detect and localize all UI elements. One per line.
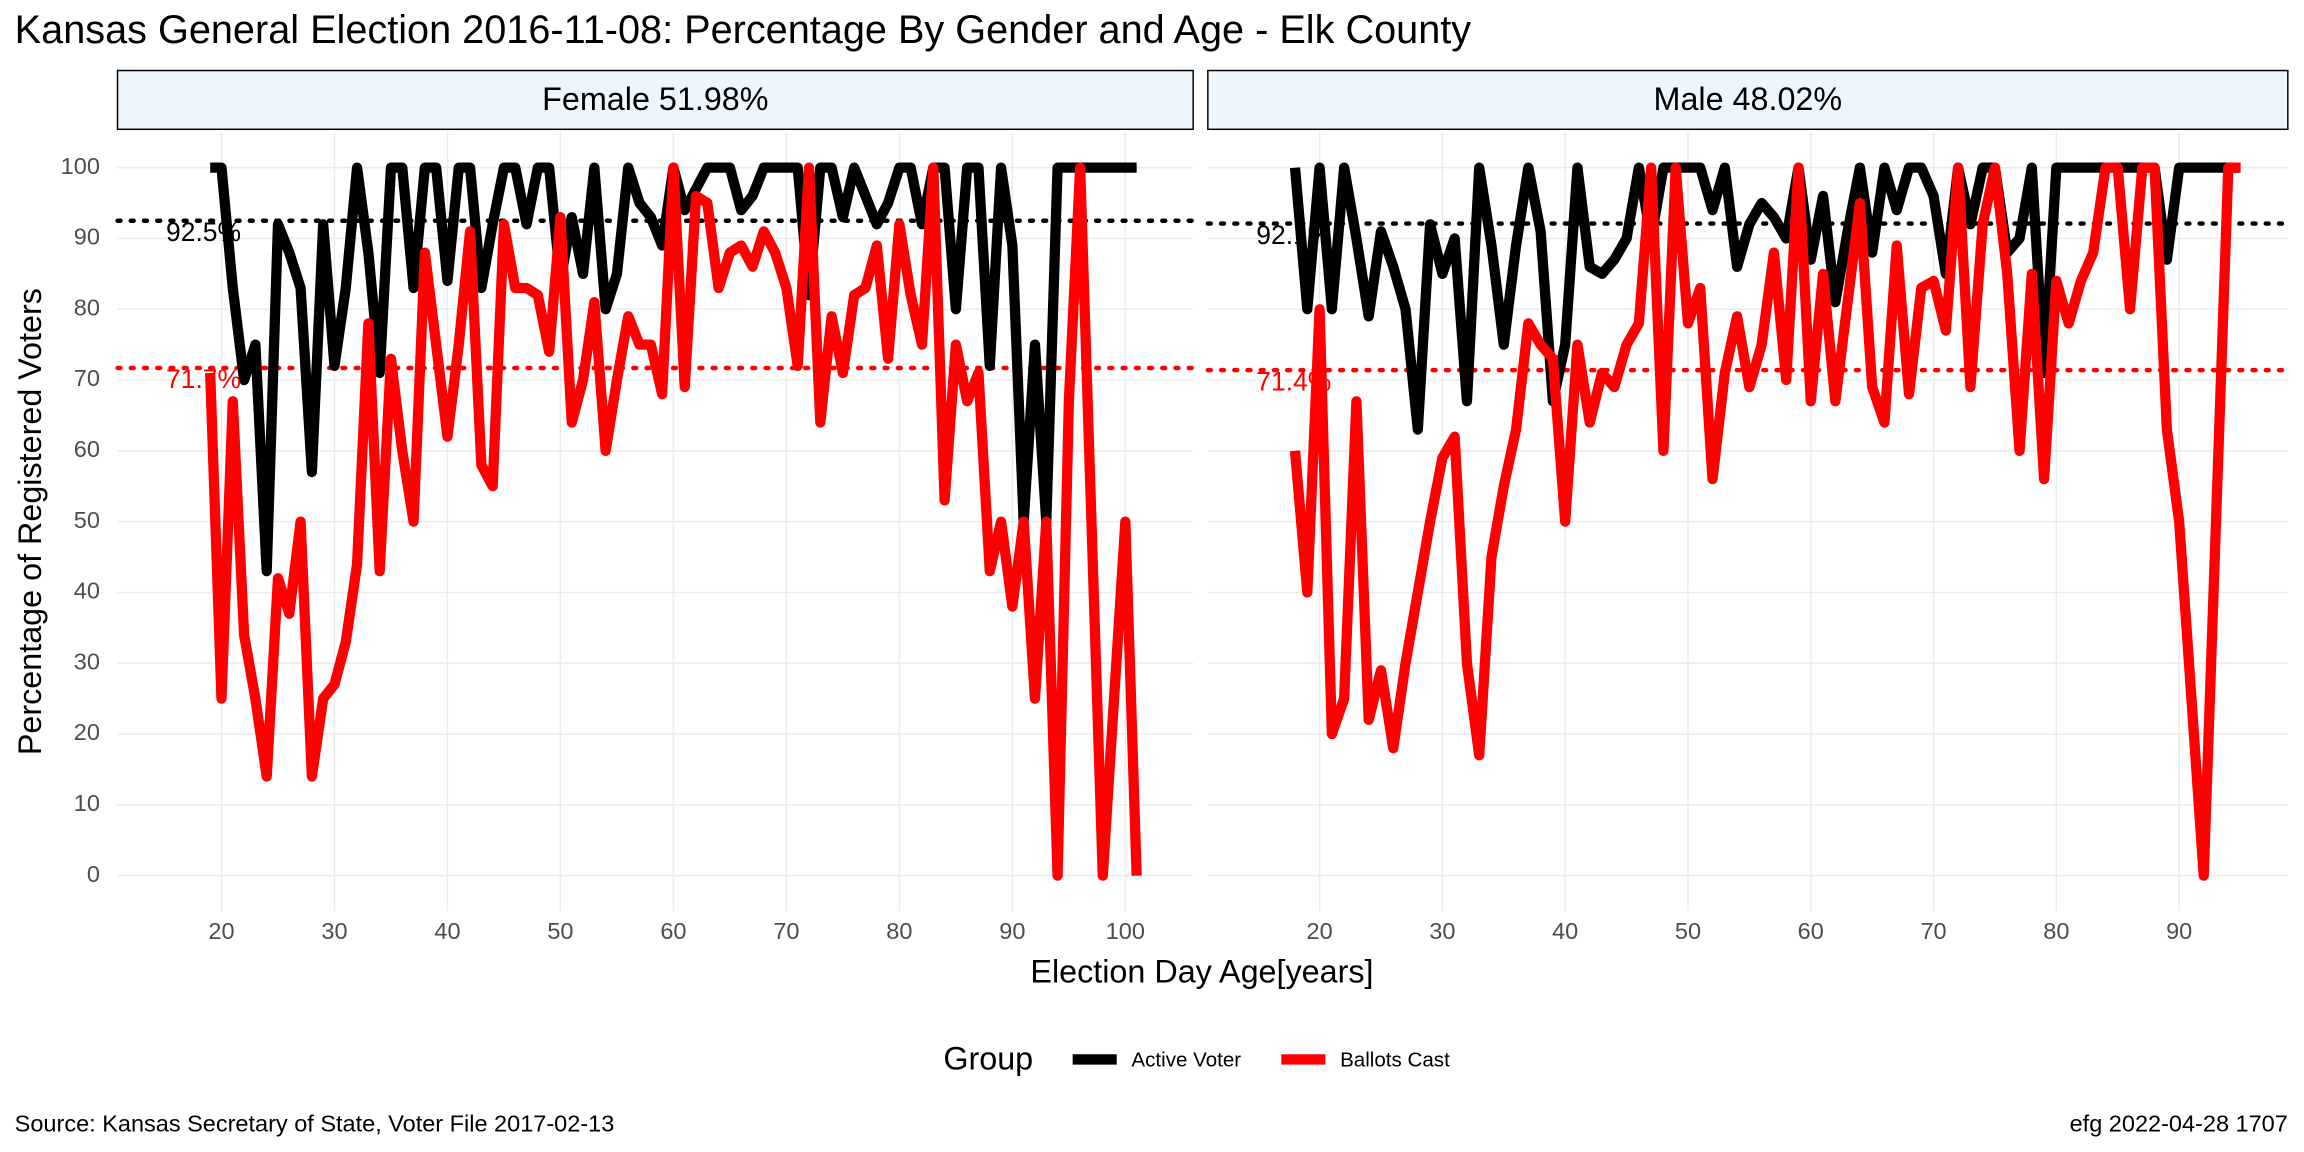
x-tick-label: 90 bbox=[999, 918, 1025, 944]
reference-label: 92.1% bbox=[1256, 220, 1331, 250]
y-axis-label: Percentage of Registered Voters bbox=[12, 288, 48, 755]
x-tick-label: 70 bbox=[1920, 918, 1946, 944]
series-line bbox=[1289, 162, 2241, 435]
panel-title: Male 48.02% bbox=[1654, 81, 1843, 117]
x-axis-label: Election Day Age[years] bbox=[1030, 954, 1373, 990]
reference-label: 71.4% bbox=[1256, 366, 1331, 396]
x-tick-label: 80 bbox=[886, 918, 912, 944]
y-tick-label: 100 bbox=[61, 153, 100, 179]
y-tick-label: 50 bbox=[74, 507, 100, 533]
y-tick-label: 30 bbox=[74, 648, 100, 674]
x-tick-label: 30 bbox=[1429, 918, 1455, 944]
reference-label: 92.5% bbox=[166, 217, 241, 247]
x-tick-label: 40 bbox=[434, 918, 460, 944]
x-tick-label: 20 bbox=[1307, 918, 1333, 944]
chart-title: Kansas General Election 2016-11-08: Perc… bbox=[15, 8, 1472, 52]
source: Source: Kansas Secretary of State, Voter… bbox=[15, 1111, 615, 1137]
strip bbox=[1207, 69, 2289, 131]
x-tick-label: 50 bbox=[1675, 918, 1701, 944]
y-tick-label: 90 bbox=[74, 224, 100, 250]
x-tick-label: 60 bbox=[660, 918, 686, 944]
series-line bbox=[1289, 162, 2241, 881]
y-tick-label: 60 bbox=[74, 436, 100, 462]
y-tick-label: 10 bbox=[74, 790, 100, 816]
series-line bbox=[205, 162, 1142, 881]
x-tick-label: 20 bbox=[208, 918, 234, 944]
y-tick-label: 20 bbox=[74, 719, 100, 745]
x-tick-label: 70 bbox=[773, 918, 799, 944]
x-tick-label: 100 bbox=[1106, 918, 1145, 944]
x-tick-label: 30 bbox=[321, 918, 347, 944]
x-tick-label: 50 bbox=[547, 918, 573, 944]
legend-label: Ballots Cast bbox=[1340, 1048, 1450, 1071]
y-tick-label: 70 bbox=[74, 365, 100, 391]
x-tick-label: 80 bbox=[2043, 918, 2069, 944]
legend-label: Active Voter bbox=[1131, 1048, 1241, 1071]
strip bbox=[116, 69, 1194, 131]
legend-title: Group bbox=[943, 1040, 1033, 1076]
reference-label: 71.7% bbox=[166, 364, 241, 394]
panel-title: Female 51.98% bbox=[542, 81, 768, 117]
y-tick-label: 40 bbox=[74, 578, 100, 604]
credit: efg 2022-04-28 1707 bbox=[2070, 1111, 2288, 1137]
x-tick-label: 40 bbox=[1552, 918, 1578, 944]
x-tick-label: 60 bbox=[1798, 918, 1824, 944]
y-tick-label: 80 bbox=[74, 294, 100, 320]
y-tick-label: 0 bbox=[87, 861, 100, 887]
x-tick-label: 90 bbox=[2166, 918, 2192, 944]
